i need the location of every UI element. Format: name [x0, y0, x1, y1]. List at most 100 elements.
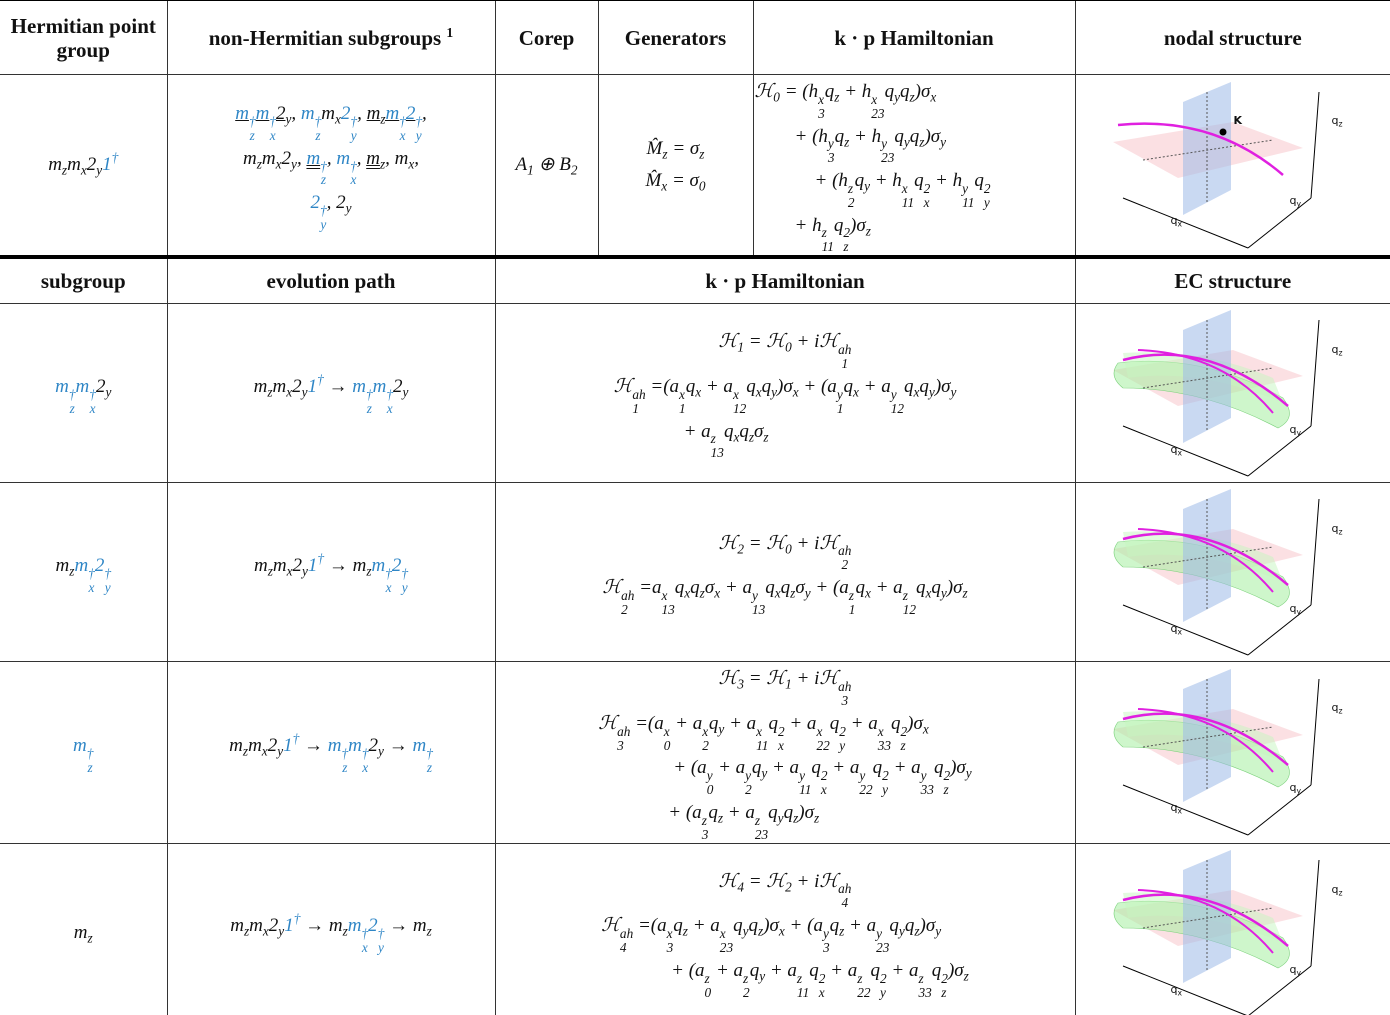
- math-c: m†z: [412, 735, 432, 756]
- math-script: z: [814, 811, 819, 826]
- math-c: m†x2†y: [348, 915, 385, 936]
- math-script: y: [105, 385, 111, 400]
- math-script: 0: [664, 739, 671, 753]
- math-script: y: [921, 769, 934, 783]
- subgroup-line: mzmx2y, m†z, m†x, mz, mx,: [169, 143, 494, 188]
- math-script: y: [864, 179, 870, 194]
- header-cell: k · p Hamiltonian: [753, 1, 1075, 75]
- math-script: 23: [720, 941, 733, 955]
- math-script: †: [87, 747, 94, 761]
- math-script: 12: [903, 603, 916, 617]
- math-stack: z33: [919, 972, 932, 1000]
- math-script: †: [104, 567, 111, 581]
- plot-label: qz: [1332, 115, 1343, 127]
- math-script: x: [1177, 449, 1182, 458]
- subheader-row: subgroup evolution path k · p Hamiltonia…: [0, 257, 1390, 304]
- math-script: y: [1296, 787, 1301, 796]
- math-script: x: [695, 385, 701, 400]
- math-script: x: [1177, 988, 1182, 997]
- math-stack: †y: [415, 115, 422, 143]
- math-script: 2: [838, 558, 851, 572]
- math-script: 33: [878, 739, 891, 753]
- nodal-plot: qzqyqxK: [1075, 75, 1390, 258]
- math-stack: †x: [88, 567, 95, 595]
- math-script: y: [904, 134, 910, 149]
- math-script: 3: [617, 739, 630, 753]
- math-script: †: [399, 115, 406, 129]
- math-script: †: [342, 747, 349, 761]
- plot-label: K: [1234, 115, 1243, 127]
- math-script: z: [718, 811, 723, 826]
- generator: M̂z = σz: [600, 133, 752, 165]
- math-script: x: [925, 586, 931, 601]
- math-stack: †z: [249, 115, 256, 143]
- math-script: z: [941, 986, 948, 1000]
- math-stack: †x: [350, 160, 357, 188]
- math-stack: †z: [87, 747, 94, 775]
- math-script: x: [362, 761, 369, 775]
- math-script: 22: [859, 783, 872, 797]
- math-script: x: [775, 586, 781, 601]
- math-script: y: [984, 196, 991, 210]
- plot-label: qz: [1332, 344, 1343, 356]
- math-script: †: [350, 115, 357, 129]
- axis-line: [1248, 426, 1311, 476]
- math-script: 0: [785, 541, 792, 556]
- math-stack: y33: [921, 769, 934, 797]
- table-row: mzm†x2†ymzmx2y1† → mzm†x2†yℋ2 = ℋ0 + iℋa…: [0, 483, 1390, 662]
- math-script: 1: [785, 677, 792, 692]
- math-script: 2: [778, 725, 785, 739]
- math-stack: z11: [797, 972, 809, 1000]
- math-script: 12: [733, 402, 746, 416]
- plot-label: qx: [1171, 215, 1183, 227]
- math-script: x: [878, 725, 891, 739]
- math-script: †: [362, 747, 369, 761]
- math-script: z: [342, 761, 349, 775]
- evolution-path: mzmx2y1† → mzm†x2†y: [167, 483, 495, 662]
- math-stack: z13: [711, 432, 724, 460]
- ham-line: ℋ0 = (hx3qz + hx23qyqz)σx: [755, 76, 1074, 121]
- math-script: z: [964, 969, 969, 984]
- math-script: z: [749, 429, 754, 444]
- math-script: z: [1338, 349, 1342, 358]
- math-script: z: [380, 157, 385, 172]
- math-script: x: [733, 429, 739, 444]
- math-script: 2: [848, 196, 855, 210]
- math-script: x: [286, 385, 292, 400]
- math-c: m†x2†y: [74, 555, 111, 576]
- math-script: x: [756, 725, 768, 739]
- math-script: x: [720, 927, 733, 941]
- math-script: 11: [799, 783, 811, 797]
- math-script: 4: [737, 879, 744, 894]
- math-script: †: [350, 160, 357, 174]
- math-script: x: [362, 941, 369, 955]
- math-script: 2: [745, 783, 752, 797]
- evolution-path: mzmx2y1† → mzm†x2†y → mz: [167, 843, 495, 1015]
- math-script: x: [385, 581, 392, 595]
- math-c: 1†: [308, 376, 324, 397]
- math-script: 2: [743, 986, 750, 1000]
- plot-label: qy: [1290, 964, 1302, 976]
- ham-block: ℋ1 = ℋ0 + iℋah1ℋah1 =(ax1qx + ax12qxqy)σ…: [614, 326, 957, 460]
- math-script: x: [1177, 628, 1182, 637]
- math-script: x: [778, 739, 785, 753]
- ham-line: + (az0 + az2qy + az11q2x + az22q2y + az3…: [601, 955, 969, 1000]
- math-script: z: [793, 811, 798, 826]
- hamiltonian: ℋ4 = ℋ2 + iℋah4ℋah4 =(ax3qz + ax23qyqz)σ…: [495, 843, 1075, 1015]
- math-script: x: [287, 564, 293, 579]
- math-script: z: [901, 739, 908, 753]
- math-script: x: [914, 385, 920, 400]
- math-script: 11: [962, 196, 974, 210]
- math-stack: †x: [399, 115, 406, 143]
- axis-line: [1311, 92, 1319, 198]
- point-group: mzmx2y1†: [0, 75, 167, 258]
- math-stack: y23: [881, 137, 894, 165]
- math-stack: x22: [816, 725, 829, 753]
- math-script: y: [882, 783, 889, 797]
